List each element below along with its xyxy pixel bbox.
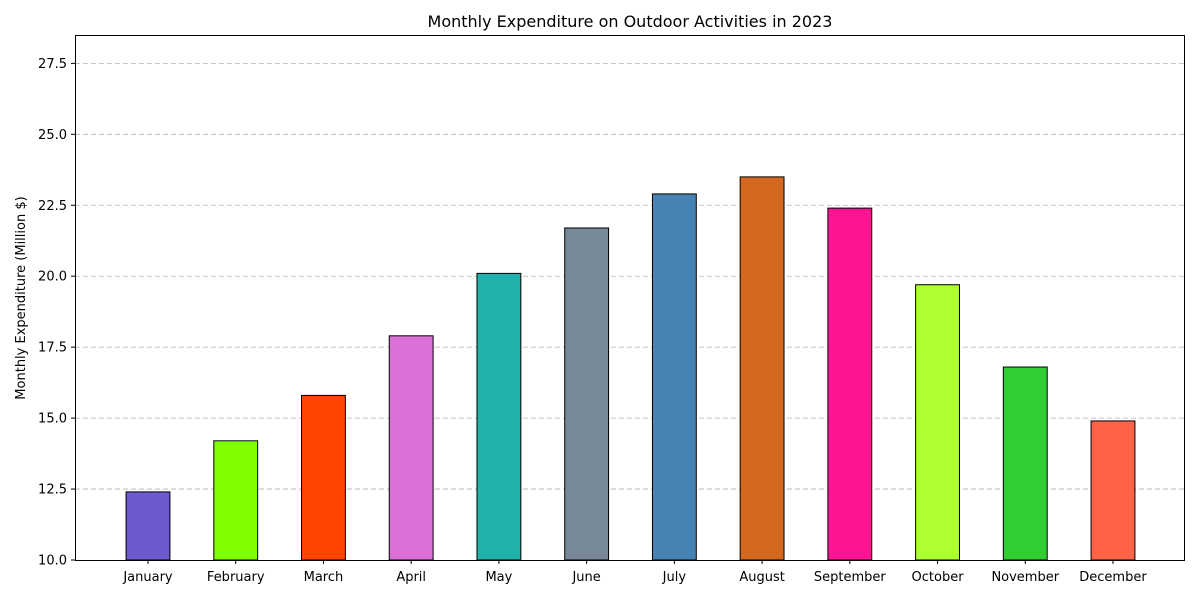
x-tick-label: May [485, 570, 512, 585]
bar-october [915, 284, 960, 561]
x-tick-label: July [662, 570, 687, 585]
bar-may [476, 272, 522, 561]
y-tick-label: 12.5 [38, 483, 67, 498]
bar-february [213, 440, 259, 561]
x-tick-label: March [304, 570, 344, 585]
x-tick-label: December [1079, 570, 1147, 585]
x-tick-label: October [912, 570, 965, 585]
y-tick-label: 20.0 [38, 270, 67, 285]
y-axis-label: Monthly Expenditure (Million $) [14, 196, 29, 399]
x-tick-label: June [571, 570, 600, 585]
bar-january [125, 491, 171, 561]
x-tick-label: January [122, 570, 173, 585]
y-tick-label: 17.5 [38, 341, 67, 356]
y-tick-label: 25.0 [38, 128, 67, 143]
y-tick-label: 27.5 [38, 57, 67, 72]
bars [125, 176, 1136, 561]
y-tick-label: 10.0 [38, 554, 67, 569]
x-tick-label: August [739, 570, 785, 585]
bar-march [301, 394, 346, 561]
bar-november [1002, 366, 1048, 561]
plot-frame [75, 35, 1185, 561]
bar-july [651, 193, 697, 561]
bar-june [564, 227, 610, 561]
y-tick-label: 15.0 [38, 412, 67, 427]
x-tick-label: April [396, 570, 426, 585]
bar-december [1090, 420, 1136, 561]
grid-lines [75, 62, 1184, 490]
chart-title: Monthly Expenditure on Outdoor Activitie… [428, 12, 833, 31]
bar-august [739, 176, 785, 561]
y-axis-ticks: 10.0 12.5 15.0 17.5 20.0 22.5 25.0 27.5 [38, 57, 75, 569]
x-tick-label: November [991, 570, 1059, 585]
x-axis-ticks: January February March April May June July Augu… [122, 560, 1147, 585]
y-tick-label: 22.5 [38, 199, 67, 214]
bar-september [827, 207, 873, 561]
x-tick-label: February [207, 570, 265, 585]
bar-april [388, 335, 434, 561]
x-tick-label: September [814, 570, 887, 585]
